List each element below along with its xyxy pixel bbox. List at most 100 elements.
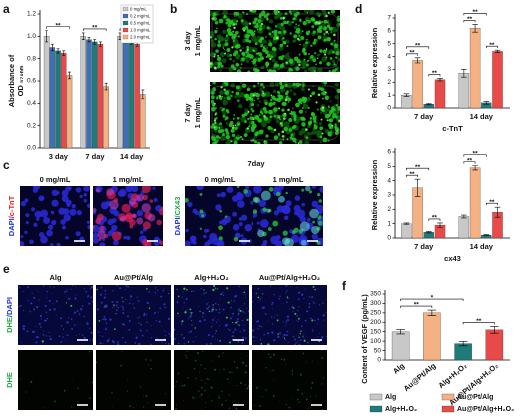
cell [73, 324, 76, 326]
cell [321, 106, 325, 109]
cell [236, 366, 238, 369]
cell [281, 119, 285, 123]
cell [265, 61, 269, 66]
cell [217, 339, 219, 341]
cell [91, 340, 93, 342]
cell [234, 22, 238, 26]
cell [293, 39, 297, 43]
cell [77, 324, 79, 326]
cell [105, 321, 107, 324]
cell [301, 122, 306, 127]
cell [278, 92, 281, 95]
cell [236, 408, 238, 410]
cell [177, 372, 180, 375]
cell [293, 114, 297, 118]
cell [278, 117, 281, 119]
cell [219, 69, 222, 72]
cell [285, 320, 288, 323]
cell [285, 364, 287, 366]
cell [46, 297, 48, 299]
row-label-part: DHE [5, 317, 14, 333]
cell [265, 134, 269, 138]
cell [274, 82, 279, 87]
y-tick-label: 350 [370, 291, 381, 298]
x-tick-label: 14 day [470, 242, 494, 251]
cell [219, 51, 226, 58]
cell [192, 350, 194, 351]
cell [292, 311, 294, 313]
cell [272, 47, 277, 52]
cell [93, 207, 97, 213]
cell [258, 114, 261, 117]
cell [202, 312, 204, 314]
cell [285, 95, 289, 99]
cell [232, 52, 237, 57]
cell [158, 208, 163, 216]
cell [279, 122, 282, 125]
cell [237, 318, 239, 320]
cell [54, 400, 56, 403]
cell [233, 140, 238, 144]
panel-letter: c [3, 158, 10, 172]
cell [314, 124, 316, 126]
cell [286, 330, 289, 333]
cell [242, 361, 244, 363]
cell [316, 288, 318, 289]
cell [217, 319, 219, 321]
micrograph [96, 285, 171, 345]
cell [278, 135, 280, 137]
cell [102, 318, 105, 321]
x-tick-label: 14 day [120, 152, 144, 161]
cell [216, 193, 221, 198]
cell [279, 34, 283, 37]
cell [221, 95, 223, 98]
cell [251, 60, 253, 62]
cell [76, 310, 79, 312]
cell [261, 297, 263, 299]
cell [183, 384, 186, 387]
cell [79, 194, 83, 199]
cell [302, 352, 305, 355]
cell [312, 41, 316, 45]
row-label-part: DAPI [173, 217, 182, 235]
cell [210, 310, 213, 313]
cell [297, 298, 300, 301]
cell [269, 57, 272, 61]
cell [307, 106, 310, 109]
cell [98, 319, 101, 322]
cell [241, 310, 244, 313]
cell [83, 186, 90, 192]
cell [332, 113, 337, 118]
cell [302, 48, 306, 51]
cell [211, 400, 213, 402]
cell [321, 132, 324, 135]
significance-label: ** [432, 70, 438, 77]
cell [253, 30, 256, 33]
cell [185, 298, 188, 301]
cell [103, 296, 106, 299]
cell [85, 291, 88, 293]
cell [260, 44, 264, 48]
cell [66, 321, 69, 324]
cell [261, 57, 264, 60]
image-background [252, 350, 327, 410]
cell [275, 235, 281, 240]
cell [291, 370, 294, 372]
cell [252, 49, 254, 52]
cell [273, 107, 278, 112]
cell [44, 407, 46, 409]
cell [257, 35, 261, 39]
cell [30, 302, 33, 305]
cell [203, 388, 204, 390]
cell [183, 337, 186, 340]
significance-bracket [485, 202, 498, 206]
cell [143, 314, 146, 317]
cell [297, 388, 299, 391]
cell [281, 102, 285, 106]
cell [213, 119, 217, 122]
cell [190, 330, 193, 333]
cell [285, 39, 290, 44]
cell [232, 224, 240, 231]
cell [55, 300, 58, 303]
cell [220, 86, 223, 89]
